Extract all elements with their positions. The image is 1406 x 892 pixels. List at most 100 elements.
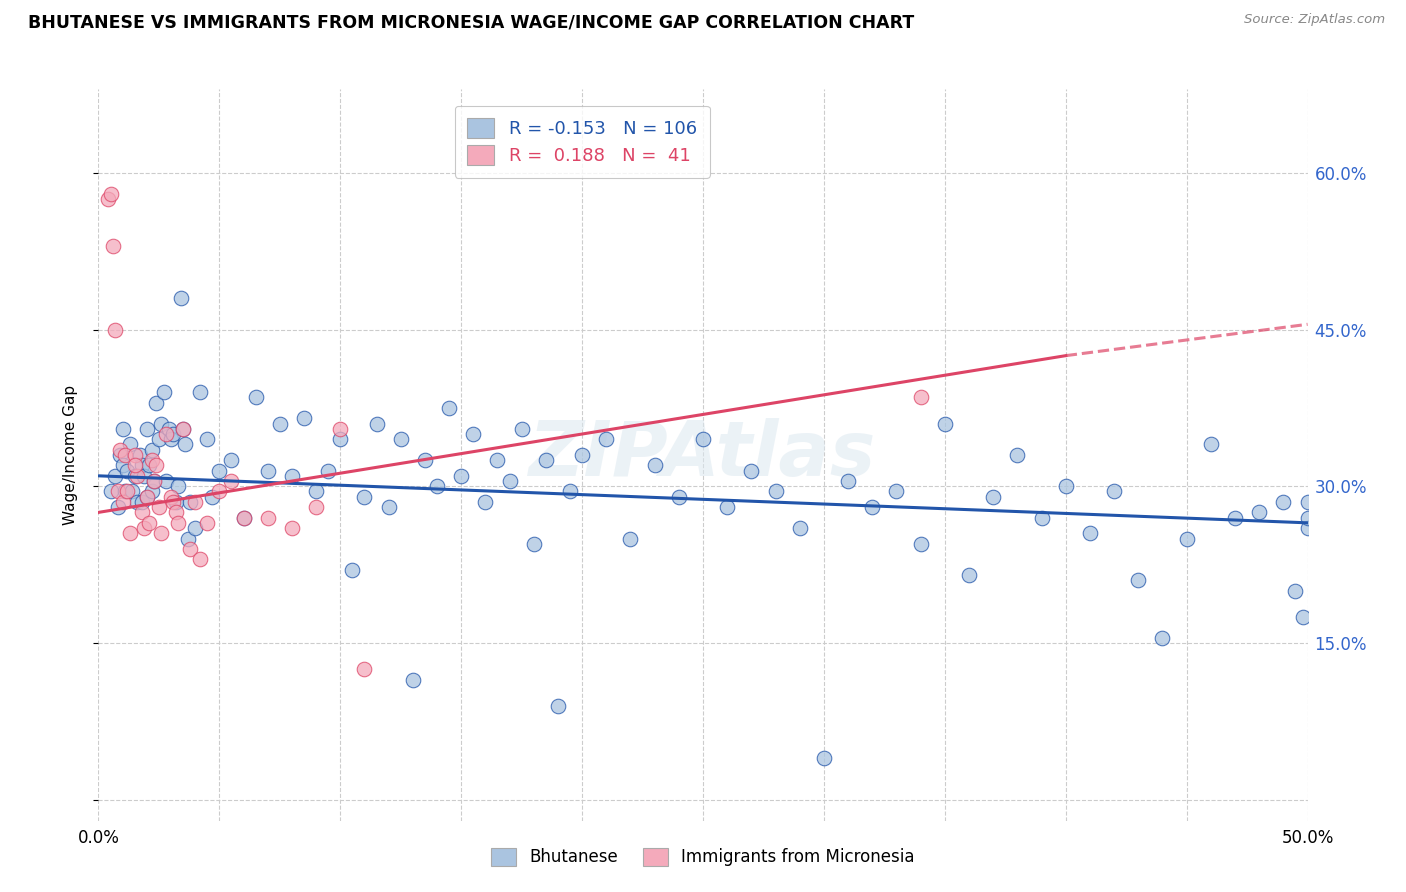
Point [934, 417, 956, 431]
Point [107, 484, 129, 499]
Point [510, 422, 533, 436]
Point [141, 484, 163, 499]
Point [108, 448, 131, 462]
Point [155, 474, 177, 488]
Point [165, 505, 187, 519]
Point [124, 468, 146, 483]
Point [107, 500, 129, 515]
Point [366, 417, 388, 431]
Point [740, 464, 762, 478]
Point [413, 453, 436, 467]
Point [101, 239, 124, 253]
Point [118, 526, 141, 541]
Point [292, 411, 315, 425]
Point [100, 484, 122, 499]
Point [1272, 495, 1295, 509]
Point [450, 468, 472, 483]
Text: Source: ZipAtlas.com: Source: ZipAtlas.com [1244, 13, 1385, 27]
Point [486, 453, 509, 467]
Point [165, 495, 187, 509]
Point [813, 751, 835, 765]
Point [860, 500, 883, 515]
Point [201, 490, 224, 504]
Point [221, 453, 243, 467]
Point [221, 474, 243, 488]
Point [342, 563, 364, 577]
Point [558, 484, 581, 499]
Point [716, 500, 738, 515]
Point [534, 453, 557, 467]
Point [305, 500, 328, 515]
Point [329, 432, 352, 446]
Point [167, 516, 190, 530]
Point [208, 484, 231, 499]
Point [765, 484, 787, 499]
Point [138, 458, 160, 473]
Point [138, 516, 160, 530]
Point [329, 422, 352, 436]
Point [668, 490, 690, 504]
Point [184, 495, 207, 509]
Point [256, 464, 278, 478]
Point [179, 495, 201, 509]
Point [162, 427, 184, 442]
Point [148, 432, 170, 446]
Point [256, 510, 278, 524]
Point [1296, 495, 1319, 509]
Point [1199, 437, 1222, 451]
Point [145, 395, 167, 409]
Point [1296, 521, 1319, 535]
Text: BHUTANESE VS IMMIGRANTS FROM MICRONESIA WAGE/INCOME GAP CORRELATION CHART: BHUTANESE VS IMMIGRANTS FROM MICRONESIA … [28, 13, 914, 31]
Point [281, 521, 304, 535]
Point [269, 417, 291, 431]
Point [124, 458, 146, 473]
Point [104, 322, 127, 336]
Point [160, 490, 183, 504]
Point [910, 537, 932, 551]
Point [150, 417, 173, 431]
Point [172, 422, 194, 436]
Point [135, 490, 157, 504]
Point [1078, 526, 1101, 541]
Point [1292, 610, 1315, 624]
Point [547, 698, 569, 713]
Point [402, 673, 425, 687]
Point [195, 432, 218, 446]
Point [957, 568, 980, 582]
Point [1284, 583, 1306, 598]
Point [498, 474, 520, 488]
Point [377, 500, 399, 515]
Point [174, 437, 197, 451]
Point [619, 532, 641, 546]
Point [111, 495, 134, 509]
Point [188, 385, 211, 400]
Point [148, 500, 170, 515]
Point [128, 448, 150, 462]
Point [837, 474, 859, 488]
Point [145, 458, 167, 473]
Point [157, 422, 180, 436]
Point [981, 490, 1004, 504]
Point [114, 484, 136, 499]
Point [208, 464, 231, 478]
Point [1152, 631, 1174, 645]
Point [426, 479, 449, 493]
Point [184, 521, 207, 535]
Point [910, 391, 932, 405]
Point [1054, 479, 1077, 493]
Point [232, 510, 254, 524]
Legend: Bhutanese, Immigrants from Micronesia: Bhutanese, Immigrants from Micronesia [482, 839, 924, 875]
Point [100, 186, 122, 201]
Point [232, 510, 254, 524]
Point [135, 490, 157, 504]
Point [1175, 532, 1198, 546]
Point [160, 432, 183, 446]
Point [886, 484, 908, 499]
Point [353, 490, 375, 504]
Point [111, 422, 134, 436]
Point [245, 391, 267, 405]
Point [172, 422, 194, 436]
Point [595, 432, 617, 446]
Point [1007, 448, 1029, 462]
Point [131, 495, 153, 509]
